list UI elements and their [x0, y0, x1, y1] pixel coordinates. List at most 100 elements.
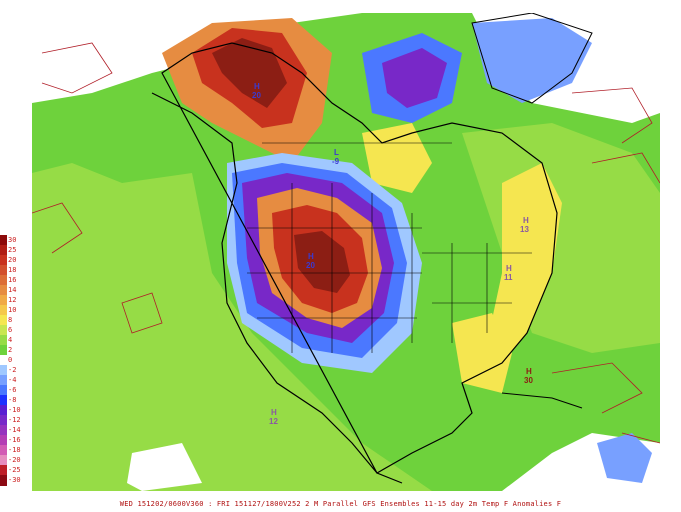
legend-swatch	[0, 405, 7, 416]
legend-label: 20	[8, 256, 17, 264]
legend-label: 18	[8, 266, 17, 274]
legend-entry: 10	[0, 305, 22, 316]
legend-label: 4	[8, 336, 13, 344]
marker-low-hudson: L -9	[332, 148, 340, 166]
legend-label: 2	[8, 346, 13, 354]
yellow-band-gulf	[452, 313, 512, 393]
yellow-band-east-coast	[487, 163, 562, 363]
legend-entry: -14	[0, 425, 22, 436]
legend-label: -4	[8, 376, 17, 384]
legend-entry: 4	[0, 335, 22, 346]
cool-patch-east-atlantic	[597, 433, 652, 483]
legend-swatch	[0, 275, 7, 286]
legend-label: -25	[8, 466, 21, 474]
legend-entry: 18	[0, 265, 22, 276]
temperature-anomaly-map: L -9 H 13 H 11 H 12 H 30 H 20 H 20	[32, 13, 660, 491]
legend-label: 12	[8, 296, 17, 304]
cool-patch-greenland	[472, 18, 592, 103]
legend-label: -10	[8, 406, 21, 414]
marker-high-alaska: H 20	[252, 82, 261, 100]
legend-label: -6	[8, 386, 17, 394]
white-patch-south	[127, 443, 202, 491]
svg-text:H: H	[523, 216, 529, 225]
legend-swatch	[0, 455, 7, 466]
legend-swatch	[0, 445, 7, 456]
legend-swatch	[0, 425, 7, 436]
legend-entry: 30	[0, 235, 22, 246]
legend-label: 6	[8, 326, 13, 334]
legend-entry: 8	[0, 315, 22, 326]
legend-entry: 16	[0, 275, 22, 286]
legend-label: -20	[8, 456, 21, 464]
marker-high-caribbean: H 30	[524, 367, 533, 385]
marker-high-plains: H 20	[306, 252, 315, 270]
legend-entry: -16	[0, 435, 22, 446]
legend-entry: 20	[0, 255, 22, 266]
state-borders	[247, 142, 532, 353]
legend-entry: -4	[0, 375, 22, 386]
legend-label: -2	[8, 366, 17, 374]
legend-swatch	[0, 305, 7, 316]
coastline-cuba	[501, 392, 583, 409]
marker-high-mexico-value: 12	[269, 417, 278, 426]
marker-high-caribbean-value: 30	[524, 376, 533, 385]
legend-label: -30	[8, 476, 21, 484]
legend-entry: 0	[0, 355, 22, 366]
legend-label: 10	[8, 306, 17, 314]
legend-label: -8	[8, 396, 17, 404]
legend-entry: 6	[0, 325, 22, 336]
legend-entry: 2	[0, 345, 22, 356]
legend-entry: -12	[0, 415, 22, 426]
legend-swatch	[0, 285, 7, 296]
legend-entry: 12	[0, 295, 22, 306]
legend-swatch	[0, 385, 7, 396]
legend-entry: -25	[0, 465, 22, 476]
legend-label: 8	[8, 316, 13, 324]
legend-swatch	[0, 355, 7, 366]
light-green-band	[32, 163, 432, 491]
marker-high-alaska-value: 20	[252, 91, 261, 100]
legend-label: 0	[8, 356, 13, 364]
legend-label: 25	[8, 246, 17, 254]
svg-text:H: H	[506, 264, 512, 273]
legend-swatch	[0, 315, 7, 326]
legend-swatch	[0, 235, 7, 246]
legend-entry: -8	[0, 395, 22, 406]
legend-label: -12	[8, 416, 21, 424]
legend-label: -16	[8, 436, 21, 444]
marker-high-east-coast-value: 11	[504, 273, 513, 282]
svg-text:H: H	[254, 82, 260, 91]
legend-swatch	[0, 395, 7, 406]
legend-label: 16	[8, 276, 17, 284]
legend-swatch	[0, 245, 7, 256]
cool-core-baffin	[382, 48, 447, 108]
coastline-north-america	[151, 42, 558, 484]
legend-entry: 14	[0, 285, 22, 296]
svg-text:H: H	[308, 252, 314, 261]
legend-entry: -20	[0, 455, 22, 466]
legend-swatch	[0, 465, 7, 476]
legend-entry: -2	[0, 365, 22, 376]
marker-high-mexico: H 12	[269, 408, 278, 426]
svg-text:L: L	[334, 148, 339, 157]
legend-swatch	[0, 435, 7, 446]
marker-high-east-coast: H 11	[504, 264, 513, 282]
legend-entry: 25	[0, 245, 22, 256]
warm-center-plains	[294, 231, 350, 293]
coastline-greenland	[471, 13, 593, 104]
marker-high-east-atlantic: H 13	[520, 216, 529, 234]
white-patch-pacific	[32, 13, 162, 83]
legend-swatch	[0, 255, 7, 266]
legend-swatch	[0, 335, 7, 346]
marker-low-hudson-value: -9	[332, 157, 340, 166]
warm-center-alaska	[212, 38, 287, 108]
legend-swatch	[0, 375, 7, 386]
legend-swatch	[0, 365, 7, 376]
legend-entry: -18	[0, 445, 22, 456]
legend-swatch	[0, 415, 7, 426]
legend-label: -14	[8, 426, 21, 434]
legend-entry: -6	[0, 385, 22, 396]
legend-swatch	[0, 475, 7, 486]
anomaly-contour-west	[32, 42, 163, 334]
legend-label: 14	[8, 286, 17, 294]
